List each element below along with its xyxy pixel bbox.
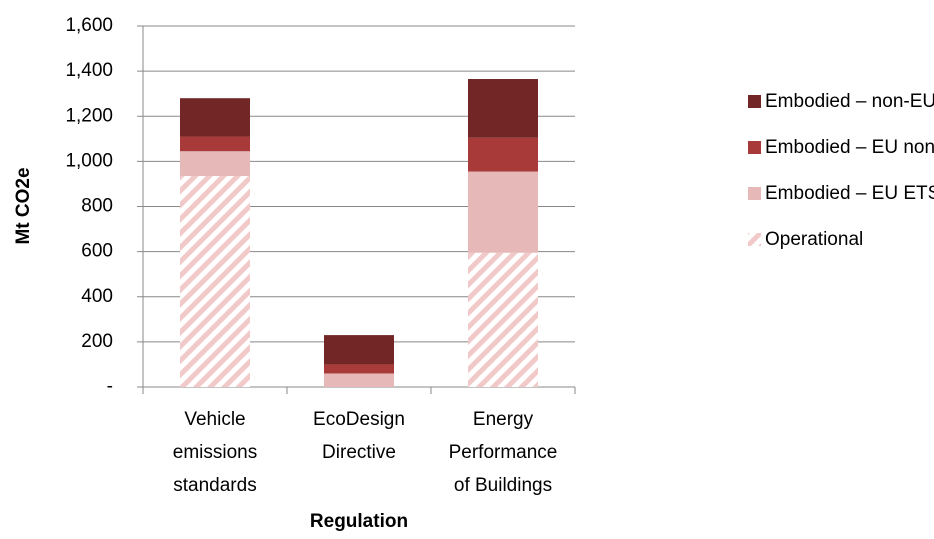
y-tick-label: 1,200 bbox=[65, 105, 113, 126]
y-axis-title: Mt CO2e bbox=[13, 167, 34, 244]
bar-segment bbox=[468, 79, 538, 138]
x-tick-label: EcoDesign Directive bbox=[313, 409, 405, 463]
legend-swatch bbox=[748, 95, 761, 108]
bar-segment bbox=[180, 98, 250, 137]
y-tick-label: 600 bbox=[81, 241, 113, 262]
y-tick-label: 200 bbox=[81, 331, 113, 352]
legend-label: Embodied – EU non-traded bbox=[765, 137, 934, 158]
bar-segment bbox=[180, 151, 250, 177]
x-axis-title: Regulation bbox=[310, 511, 408, 532]
y-tick-label: - bbox=[107, 376, 113, 397]
legend-swatch bbox=[748, 141, 761, 154]
y-tick-label: 800 bbox=[81, 196, 113, 217]
y-tick-label: 400 bbox=[81, 286, 113, 307]
bar-segment bbox=[468, 137, 538, 172]
bar-segment bbox=[468, 252, 538, 387]
bar-segment bbox=[324, 335, 394, 365]
bar-segment bbox=[324, 373, 394, 387]
bar-segment bbox=[324, 364, 394, 374]
bar-segment bbox=[180, 176, 250, 387]
y-tick-label: 1,000 bbox=[65, 150, 113, 171]
x-tick-label: Vehicle emissions standards bbox=[173, 409, 257, 496]
legend-label: Embodied – EU ETS bbox=[765, 183, 934, 204]
legend-label: Operational bbox=[765, 229, 863, 250]
x-tick-label: Energy Performance of Buildings bbox=[449, 409, 558, 496]
y-tick-label: 1,600 bbox=[65, 15, 113, 36]
legend-swatch bbox=[748, 187, 761, 200]
bar-segment bbox=[180, 136, 250, 152]
bar-segment bbox=[468, 171, 538, 253]
legend-swatch bbox=[748, 233, 761, 246]
y-tick-label: 1,400 bbox=[65, 60, 113, 81]
legend-label: Embodied – non-EU bbox=[765, 91, 934, 112]
